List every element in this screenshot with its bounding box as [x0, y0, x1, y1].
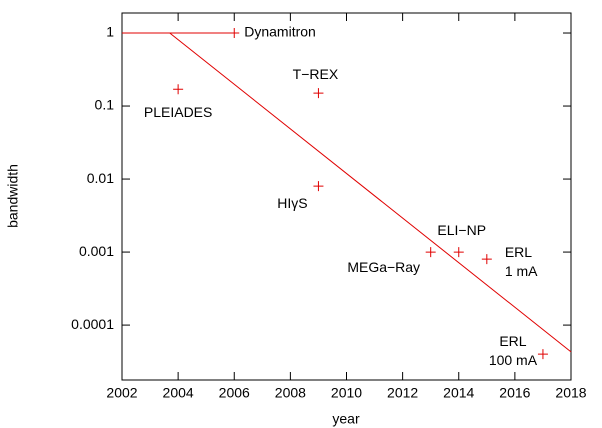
- point-label: ERL: [499, 333, 526, 349]
- y-axis-label: bandwidth: [5, 164, 21, 228]
- point-label: PLEIADES: [144, 104, 212, 120]
- point-label: Dynamitron: [244, 24, 316, 40]
- point: [537, 349, 548, 360]
- point-label: ELI−NP: [437, 222, 486, 238]
- point: [425, 247, 436, 258]
- y-tick-label: 0.001: [79, 243, 114, 259]
- point-label: T−REX: [293, 66, 339, 82]
- point: [453, 247, 464, 258]
- point-label: ERL: [505, 244, 532, 260]
- x-tick-label: 2004: [163, 385, 194, 401]
- point: [313, 181, 324, 192]
- point: [481, 254, 492, 265]
- x-tick-label: 2008: [275, 385, 306, 401]
- y-tick-label: 0.1: [95, 97, 115, 113]
- x-axis-label: year: [332, 411, 360, 427]
- trend-line: [169, 32, 572, 353]
- point-label: 100 mA: [489, 352, 538, 368]
- x-tick-label: 2010: [331, 385, 362, 401]
- x-tick-label: 2006: [219, 385, 250, 401]
- x-tick-label: 2012: [387, 385, 418, 401]
- x-tick-label: 2014: [443, 385, 474, 401]
- x-tick-label: 2016: [499, 385, 530, 401]
- point: [313, 88, 324, 99]
- point-label: MEGa−Ray: [347, 259, 420, 275]
- plot-frame: [121, 12, 572, 381]
- point: [229, 28, 240, 39]
- y-tick-label: 0.0001: [71, 316, 114, 332]
- y-tick-label: 1: [106, 24, 114, 40]
- x-tick-label: 2018: [555, 385, 586, 401]
- x-tick-label: 2002: [106, 385, 137, 401]
- point-label: HIγS: [277, 195, 307, 211]
- y-tick-label: 0.01: [87, 170, 114, 186]
- point-label: 1 mA: [505, 263, 538, 279]
- point: [173, 84, 184, 95]
